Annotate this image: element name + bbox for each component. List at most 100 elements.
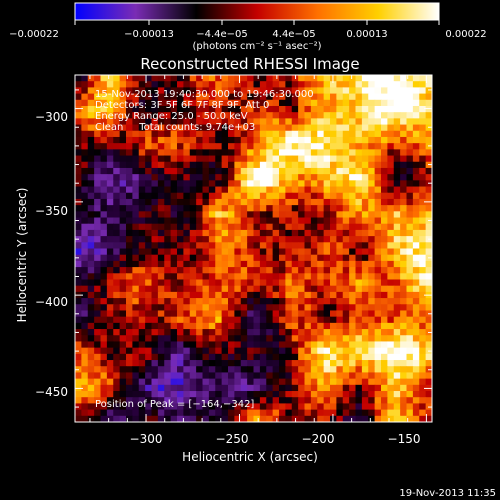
heatmap-cell bbox=[113, 236, 121, 243]
heatmap-cell bbox=[374, 143, 382, 150]
heatmap-cell bbox=[221, 341, 229, 349]
heatmap-cell bbox=[419, 384, 427, 392]
heatmap-cell bbox=[138, 353, 146, 361]
heatmap-cell bbox=[406, 285, 414, 293]
heatmap-cell bbox=[119, 291, 127, 299]
heatmap-cell bbox=[285, 248, 293, 256]
heatmap-cell bbox=[425, 118, 432, 126]
heatmap-cell bbox=[374, 298, 382, 305]
heatmap-cell bbox=[361, 285, 369, 293]
heatmap-cell bbox=[355, 329, 363, 336]
heatmap-cell bbox=[215, 229, 223, 237]
heatmap-cell bbox=[177, 167, 184, 175]
heatmap-cell bbox=[387, 229, 395, 237]
heatmap-cell bbox=[228, 353, 235, 361]
heatmap-cell bbox=[361, 242, 369, 250]
heatmap-cell bbox=[106, 99, 114, 107]
heatmap-cell bbox=[368, 180, 376, 188]
heatmap-cell bbox=[119, 403, 127, 411]
heatmap-cell bbox=[170, 341, 178, 349]
heatmap-cell bbox=[106, 149, 114, 157]
heatmap-cell bbox=[285, 285, 293, 293]
heatmap-cell bbox=[361, 149, 369, 157]
heatmap-cell bbox=[336, 304, 344, 312]
heatmap-cell bbox=[310, 136, 318, 144]
heatmap-cell bbox=[145, 329, 153, 336]
x-tick-label-3: −150 bbox=[388, 432, 421, 446]
heatmap-cell bbox=[336, 298, 344, 305]
heatmap-cell bbox=[400, 267, 408, 274]
heatmap-cell bbox=[381, 223, 388, 231]
heatmap-cell bbox=[259, 353, 267, 361]
heatmap-cell bbox=[393, 161, 401, 169]
heatmap-cell bbox=[349, 360, 357, 367]
heatmap-cell bbox=[387, 136, 395, 144]
heatmap-cell bbox=[266, 310, 274, 318]
heatmap-cell bbox=[285, 372, 293, 380]
heatmap-cell bbox=[317, 93, 325, 101]
heatmap-cell bbox=[259, 384, 267, 392]
heatmap-cell bbox=[349, 242, 357, 250]
heatmap-cell bbox=[406, 205, 414, 212]
heatmap-cell bbox=[145, 384, 153, 392]
heatmap-cell bbox=[183, 223, 191, 231]
heatmap-cell bbox=[157, 273, 165, 281]
heatmap-cell bbox=[81, 391, 89, 398]
heatmap-cell bbox=[317, 273, 325, 281]
heatmap-cell bbox=[170, 161, 178, 169]
heatmap-cell bbox=[272, 378, 280, 386]
heatmap-cell bbox=[94, 347, 102, 355]
heatmap-cell bbox=[381, 335, 388, 343]
heatmap-cell bbox=[94, 260, 102, 268]
heatmap-cell bbox=[349, 341, 357, 349]
heatmap-cell bbox=[247, 93, 255, 101]
heatmap-cell bbox=[177, 341, 184, 349]
heatmap-cell bbox=[151, 155, 159, 163]
heatmap-cell bbox=[291, 366, 299, 374]
heatmap-cell bbox=[349, 273, 357, 281]
heatmap-cell bbox=[106, 273, 114, 281]
heatmap-cell bbox=[164, 304, 172, 312]
heatmap-cell bbox=[374, 267, 382, 274]
heatmap-cell bbox=[240, 112, 248, 119]
heatmap-cell bbox=[374, 217, 382, 225]
heatmap-cell bbox=[119, 136, 127, 144]
heatmap-cell bbox=[221, 260, 229, 268]
heatmap-cell bbox=[406, 304, 414, 312]
heatmap-cell bbox=[298, 205, 306, 212]
heatmap-cell bbox=[317, 384, 325, 392]
heatmap-cell bbox=[228, 180, 235, 188]
heatmap-cell bbox=[272, 341, 280, 349]
heatmap-cell bbox=[164, 347, 172, 355]
heatmap-cell bbox=[387, 285, 395, 293]
heatmap-cell bbox=[412, 254, 420, 262]
heatmap-cell bbox=[208, 130, 216, 138]
heatmap-cell bbox=[304, 316, 312, 324]
heatmap-cell bbox=[106, 167, 114, 175]
heatmap-cell bbox=[406, 223, 414, 231]
heatmap-cell bbox=[247, 291, 255, 299]
heatmap-cell bbox=[247, 136, 255, 144]
heatmap-cell bbox=[106, 93, 114, 101]
heatmap-cell bbox=[374, 112, 382, 119]
heatmap-cell bbox=[279, 248, 286, 256]
heatmap-cell bbox=[94, 335, 102, 343]
heatmap-cell bbox=[196, 174, 204, 181]
heatmap-cell bbox=[221, 217, 229, 225]
heatmap-cell bbox=[177, 397, 184, 405]
heatmap-cell bbox=[291, 149, 299, 157]
heatmap-cell bbox=[94, 273, 102, 281]
heatmap-cell bbox=[387, 149, 395, 157]
heatmap-cell bbox=[317, 335, 325, 343]
heatmap-cell bbox=[336, 316, 344, 324]
heatmap-cell bbox=[132, 211, 140, 219]
heatmap-cell bbox=[368, 285, 376, 293]
heatmap-cell bbox=[310, 285, 318, 293]
heatmap-cell bbox=[240, 273, 248, 281]
heatmap-cell bbox=[177, 248, 184, 256]
heatmap-cell bbox=[298, 198, 306, 206]
heatmap-cell bbox=[279, 136, 286, 144]
heatmap-cell bbox=[234, 273, 242, 281]
heatmap-cell bbox=[279, 267, 286, 274]
heatmap-cell bbox=[355, 211, 363, 219]
